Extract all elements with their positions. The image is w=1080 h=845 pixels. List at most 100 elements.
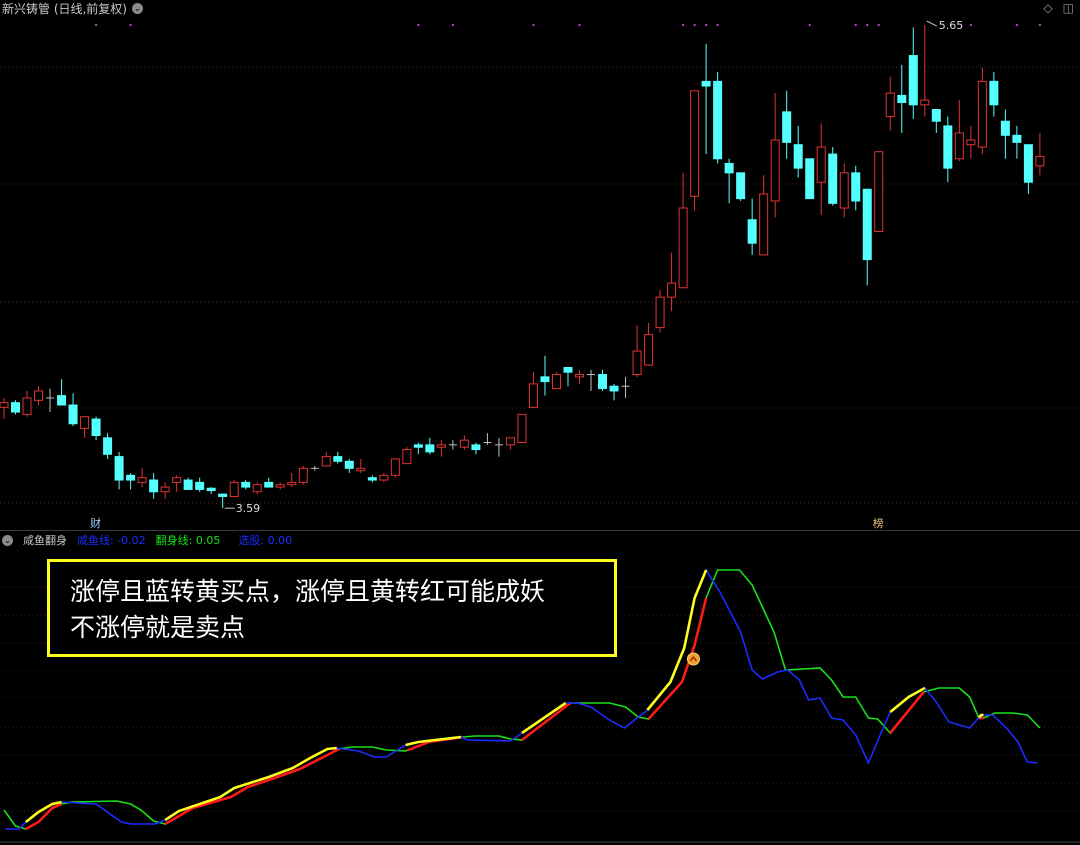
candle-up [966,139,976,146]
candle-up [528,383,538,408]
candle-up [517,413,527,444]
fanshen-highlight-segment [647,597,708,720]
candle-down [206,487,216,492]
signal-dot [969,23,973,27]
signal-dot [1015,23,1019,27]
signal-dot [693,23,696,27]
up-arrow-circle-icon [686,652,700,666]
signal-dot [417,23,420,27]
candle-down [264,481,274,488]
candle-up [172,477,182,483]
candle-down [598,374,608,390]
top-right-controls: ◇ ◫ [1043,1,1074,15]
event-marker: 财 [90,516,101,530]
signal-dot [854,23,857,27]
candle-down [1023,144,1033,183]
candle-down [897,94,907,103]
candle-up [22,397,32,415]
candle-up [34,390,44,401]
signal-dot [704,23,708,27]
candle-down [563,366,573,373]
candle-down [1012,134,1022,143]
signal-dot [716,23,719,27]
candle-down [103,437,113,455]
candle-up [575,374,584,378]
signal-dot [681,23,685,27]
fanshen-highlight-segment [164,747,340,826]
signal-dot [1038,23,1042,27]
signal-dot [94,23,98,27]
candle-up [379,474,389,481]
candle-down [908,55,918,106]
candle-down [713,80,723,160]
candle-down [609,385,619,392]
signal-dot [532,23,535,27]
fanshen-highlight-segment [889,691,925,734]
candle-up [655,296,665,329]
candle-down [218,493,228,497]
xianyu-highlight-segment [521,701,567,735]
candle-up [770,139,780,202]
candle-down [11,402,21,413]
candle-down [183,479,193,490]
candle-up [356,467,366,472]
xianyu-highlight-segment [977,713,984,719]
candle-up [137,477,147,483]
candle-up [436,444,446,448]
panel-divider [0,530,1080,531]
fanshen-highlight-segment [25,802,63,831]
candle-up [402,449,412,465]
xianyu-highlight-segment [25,800,62,824]
candle-down [931,109,941,122]
candle-down [540,376,550,383]
indicator-field-xuangu: 选股: 0.00 [238,534,293,547]
candle-down [805,158,815,200]
candle-down [1000,120,1010,136]
candle-down [862,188,872,261]
candle-up [839,172,849,209]
indicator-menu-icon[interactable]: ⌄ [2,534,13,546]
candle-up [816,146,826,183]
annotation-note: 涨停且蓝转黄买点，涨停且黄转红可能成妖 不涨停就是卖点 [47,559,617,657]
candle-up [977,80,987,148]
candle-down [344,460,354,469]
candle-up [229,481,239,497]
candle-down [195,481,205,490]
candle-up [505,437,515,446]
high-label: 5.65 [939,19,964,32]
indicator-field-xianyu: 咸鱼线: -0.02 [77,534,146,547]
candle-up [667,282,677,298]
candle-down [114,456,124,481]
diamond-icon[interactable]: ◇ [1043,1,1053,15]
fanshen-highlight-segment [521,701,572,742]
xianyu-highlight-segment [889,686,926,714]
low-label: 3.59 [236,502,261,515]
candle-down [736,172,746,200]
event-marker: 榜 [873,516,884,530]
price-chart[interactable]: 5.65 3.59 财 榜 [0,0,1080,530]
candle-up [690,90,700,197]
candle-up [275,484,285,488]
candle-down [57,395,67,406]
panel-toggle-icon[interactable]: ◫ [1062,1,1074,15]
candle-up [885,92,895,118]
candle-up [321,456,331,467]
candle-down [724,162,734,174]
signal-dot [866,23,869,27]
candle-up [390,458,400,476]
stock-title: 新兴铸管 (日线,前复权) [2,2,127,16]
signal-dot [578,23,581,27]
xianyu-highlight-segment [646,569,708,711]
candle-down [149,479,159,493]
candle-down [91,418,101,436]
candle-up [874,151,884,232]
candle-up [459,439,469,448]
candle-up [298,467,308,483]
candle-up [252,484,262,493]
candle-down [793,144,803,169]
candle-up [920,99,930,106]
chevron-down-icon[interactable]: ⌄ [132,3,143,14]
up-arrow-glyph [689,655,698,662]
candle-up [954,132,964,160]
candle-down [367,477,377,481]
